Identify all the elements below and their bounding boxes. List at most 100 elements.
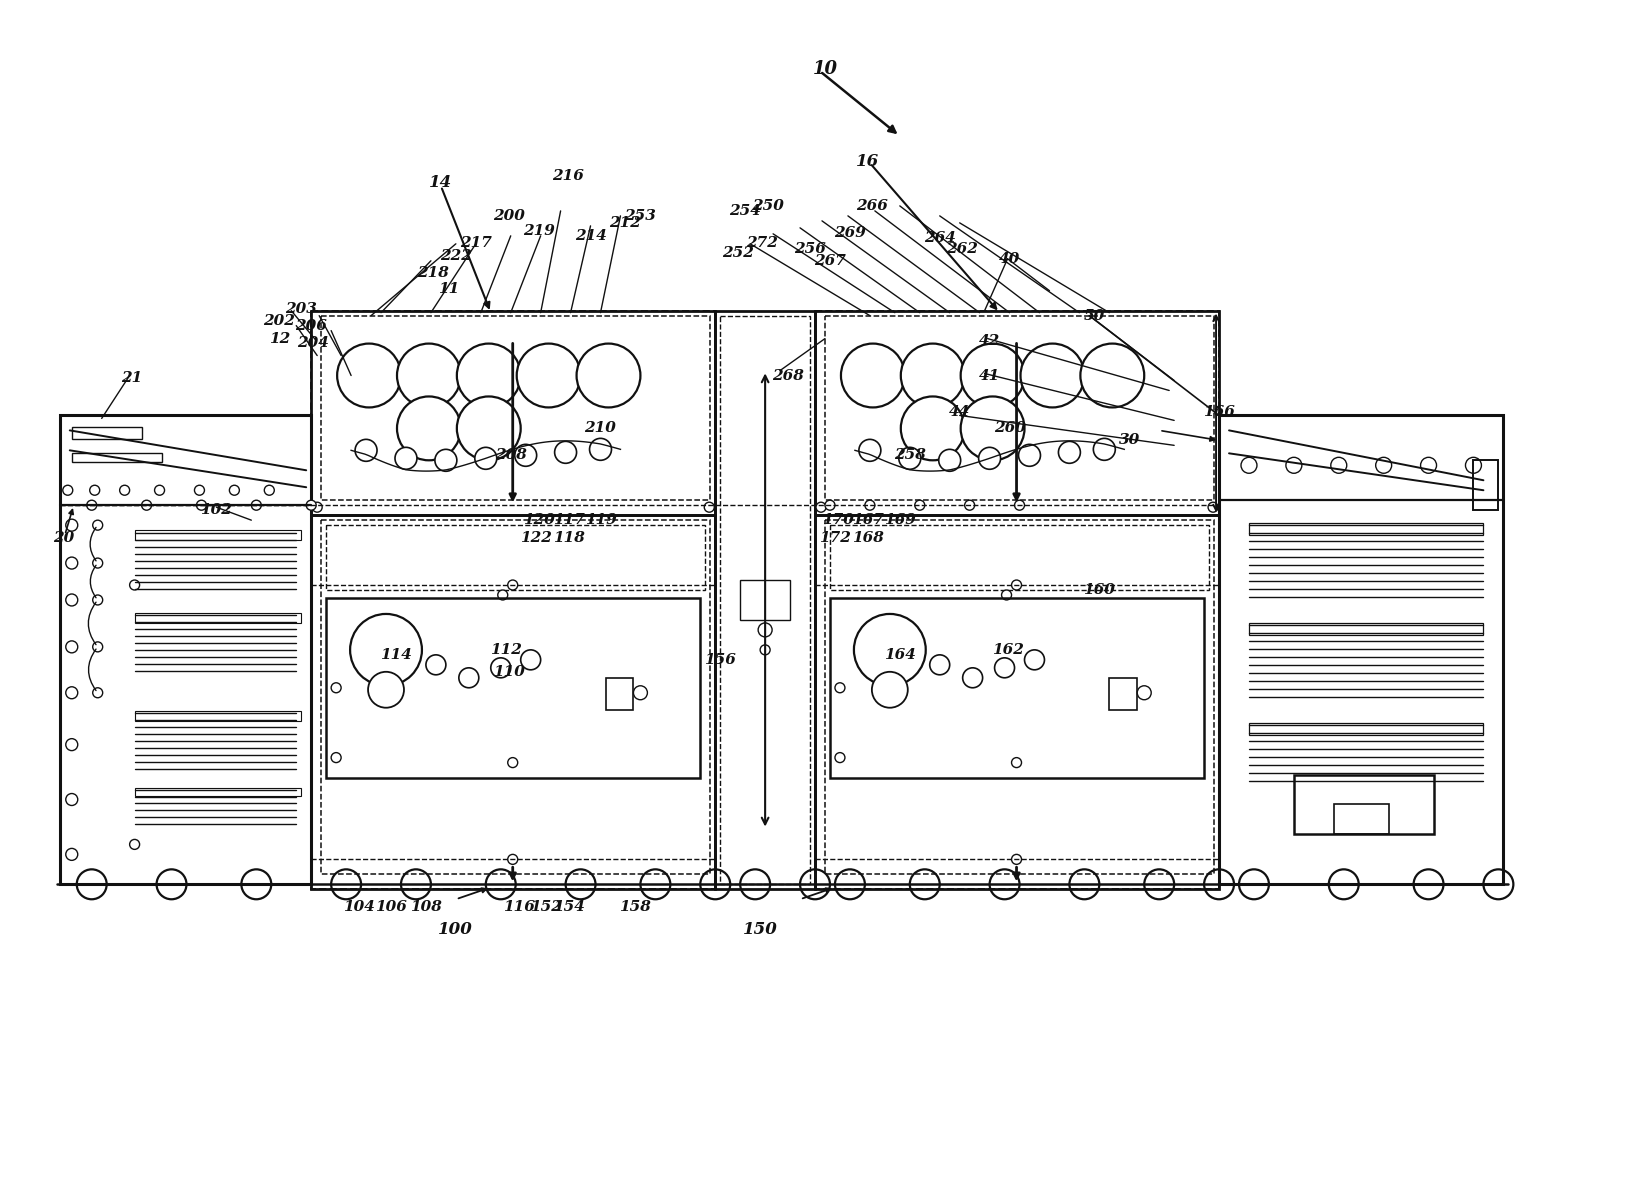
Text: 108: 108 [411, 900, 442, 914]
Bar [311, 310, 715, 890]
Circle shape [1238, 870, 1270, 899]
Circle shape [129, 581, 139, 590]
Text: 258: 258 [893, 448, 926, 463]
Bar [326, 525, 705, 590]
Circle shape [65, 848, 79, 860]
Bar [134, 612, 301, 623]
Text: 252: 252 [721, 245, 754, 260]
Circle shape [252, 500, 262, 510]
Circle shape [703, 503, 715, 512]
Circle shape [486, 870, 515, 899]
Text: 164: 164 [883, 648, 916, 662]
Bar [815, 310, 1219, 516]
Text: 106: 106 [375, 900, 407, 914]
Text: 212: 212 [610, 216, 641, 230]
Circle shape [1014, 500, 1024, 510]
Text: 117: 117 [553, 513, 584, 527]
Text: 44: 44 [949, 406, 970, 419]
Circle shape [425, 655, 447, 675]
Circle shape [901, 396, 965, 460]
Bar [815, 310, 1219, 890]
Circle shape [995, 657, 1014, 677]
Bar [829, 598, 1204, 778]
Circle shape [65, 519, 79, 531]
Bar [715, 310, 815, 890]
Circle shape [196, 500, 206, 510]
Circle shape [1021, 343, 1085, 407]
Text: 260: 260 [993, 421, 1026, 435]
Circle shape [515, 445, 537, 466]
Circle shape [1058, 441, 1080, 464]
Bar [829, 525, 1209, 590]
Circle shape [474, 447, 497, 470]
Circle shape [1242, 458, 1256, 473]
Text: 253: 253 [625, 209, 656, 223]
Circle shape [834, 753, 844, 762]
Circle shape [154, 485, 165, 496]
Text: 169: 169 [883, 513, 916, 527]
Text: 168: 168 [852, 531, 883, 545]
Text: 160: 160 [1083, 583, 1116, 597]
Text: 11: 11 [438, 282, 460, 296]
Circle shape [910, 870, 939, 899]
Text: 208: 208 [494, 448, 527, 463]
Circle shape [507, 854, 517, 865]
Circle shape [355, 439, 376, 461]
Text: 162: 162 [991, 643, 1024, 657]
Text: 20: 20 [52, 531, 74, 545]
Circle shape [90, 485, 100, 496]
Bar [815, 516, 1219, 890]
Circle shape [306, 500, 316, 510]
Bar [134, 787, 301, 795]
Circle shape [517, 343, 581, 407]
Circle shape [640, 870, 671, 899]
Text: 14: 14 [429, 175, 453, 191]
Bar [311, 516, 715, 890]
Circle shape [265, 485, 275, 496]
Text: 154: 154 [553, 900, 584, 914]
Circle shape [65, 557, 79, 569]
Circle shape [1466, 458, 1482, 473]
Bar [720, 315, 810, 884]
Bar [326, 598, 700, 778]
Circle shape [368, 671, 404, 708]
Bar [605, 677, 633, 709]
Text: 40: 40 [1000, 251, 1021, 266]
Circle shape [929, 655, 949, 675]
Text: 152: 152 [530, 900, 561, 914]
Bar [1248, 623, 1484, 635]
Text: 166: 166 [1202, 406, 1235, 419]
Text: 114: 114 [380, 648, 412, 662]
Text: 119: 119 [584, 513, 617, 527]
Circle shape [566, 870, 596, 899]
Circle shape [1376, 458, 1392, 473]
Circle shape [1484, 870, 1513, 899]
Circle shape [330, 870, 362, 899]
Circle shape [312, 503, 322, 512]
Text: 116: 116 [502, 900, 535, 914]
Bar [1248, 523, 1484, 535]
Text: 266: 266 [856, 199, 888, 212]
Circle shape [398, 343, 461, 407]
Text: 203: 203 [285, 302, 317, 316]
Circle shape [229, 485, 239, 496]
Bar [72, 453, 162, 463]
Circle shape [93, 595, 103, 605]
Circle shape [497, 590, 507, 599]
Bar [134, 710, 301, 721]
Circle shape [350, 614, 422, 686]
Text: 250: 250 [753, 199, 784, 212]
Circle shape [93, 642, 103, 651]
Circle shape [1420, 458, 1436, 473]
Bar [1248, 722, 1484, 735]
Circle shape [1204, 870, 1234, 899]
Text: 217: 217 [460, 236, 492, 250]
Text: 172: 172 [820, 531, 851, 545]
Circle shape [962, 668, 983, 688]
Text: 272: 272 [746, 236, 779, 250]
Bar [321, 315, 710, 500]
Circle shape [93, 558, 103, 568]
Text: 112: 112 [489, 643, 522, 657]
Text: 167: 167 [852, 513, 883, 527]
Circle shape [898, 447, 921, 470]
